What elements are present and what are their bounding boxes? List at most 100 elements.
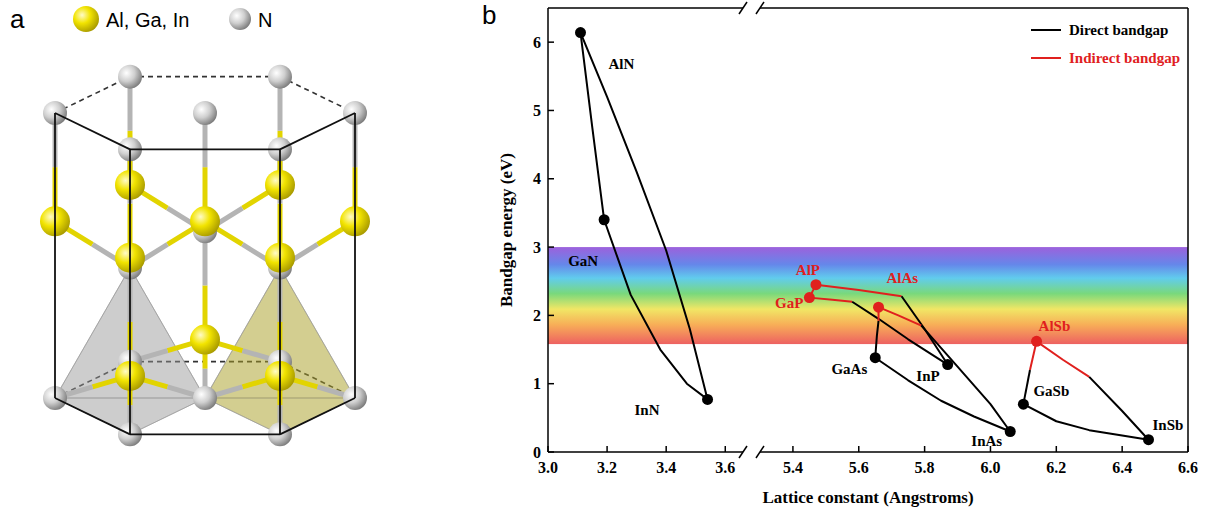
legend-label: Indirect bandgap [1069, 50, 1180, 66]
axis-break-mark [756, 446, 764, 458]
x-tick [547, 446, 549, 452]
x-tick-label: 5.4 [783, 459, 803, 476]
compound-point [810, 279, 821, 290]
x-axis-title: Lattice constant (Angstroms) [762, 488, 973, 507]
alloy-curve [581, 33, 708, 400]
compound-point [1143, 434, 1154, 445]
alloy-curve [879, 307, 922, 325]
point-labels: AlNGaNInNGaPAlPAlAsGaAsInPInAsAlSbGaSbIn… [568, 56, 1183, 449]
x-axis-line [548, 451, 743, 453]
tetrahedron-face [55, 268, 130, 435]
top-frame-line [548, 7, 743, 9]
compound-point [804, 292, 815, 303]
alloy-curve [875, 321, 878, 358]
legend-label: Direct bandgap [1069, 22, 1168, 38]
legend-swatch [1031, 29, 1061, 31]
y-tick-label: 3 [533, 239, 541, 256]
x-tick-label: 3.6 [715, 459, 735, 476]
right-frame-line [1187, 8, 1189, 452]
nitrogen-atom [193, 386, 217, 410]
compound-point [1031, 336, 1042, 347]
compound-label: GaAs [831, 361, 867, 377]
x-tick-label: 6.2 [1046, 459, 1066, 476]
compound-label: AlP [796, 262, 820, 278]
compound-label: AlAs [887, 270, 919, 286]
tetrahedron-face [205, 268, 280, 435]
y-tick [548, 178, 554, 180]
alloy-curve [852, 302, 947, 365]
x-tick-label: 6.6 [1178, 459, 1198, 476]
y-tick [548, 451, 554, 453]
compound-point [942, 359, 953, 370]
cell-frame-front [55, 113, 355, 434]
y-axis-line [547, 8, 549, 452]
compound-label: AlSb [1039, 318, 1071, 334]
y-tick-label: 1 [533, 375, 541, 392]
cell-edge [130, 433, 280, 435]
cell-edge [280, 398, 355, 434]
plot-marks [575, 27, 713, 405]
visible-spectrum-band [548, 247, 1188, 344]
alloy-curve [816, 285, 902, 297]
cell-edge [280, 113, 355, 149]
figure: a Al, Ga, In Nb 3.0 3.2 3.4 3.6 0 1 2 3 4 5 6 Bandgap … [0, 0, 1211, 514]
metal-atom [190, 325, 220, 355]
tetrahedron-face [280, 268, 355, 435]
bonds [55, 77, 355, 435]
nitrogen-atom [193, 101, 217, 125]
compound-point [575, 27, 586, 38]
alloy-curve [604, 220, 707, 400]
cell-edge [130, 76, 280, 78]
panel-b: b 3.0 3.2 3.4 3.6 0 1 2 3 4 5 6 Bandgap energy (eV) 5… [482, 0, 1198, 507]
x-tick [1187, 446, 1189, 452]
panel-letter: a [10, 4, 25, 34]
legend-swatch [1031, 57, 1061, 59]
legend-label: N [258, 9, 272, 31]
cell-edge [354, 113, 356, 398]
compound-label: GaP [775, 295, 803, 311]
compound-label: GaSb [1033, 383, 1069, 399]
axis-break-mark [739, 2, 747, 14]
alloy-curve [1037, 341, 1090, 377]
compound-point [1005, 426, 1016, 437]
compound-label: AlN [609, 56, 635, 72]
y-tick-label: 5 [533, 102, 541, 119]
x-tick [1056, 446, 1058, 452]
y-tick [548, 110, 554, 112]
legend-swatch [229, 8, 251, 30]
legend-label: Al, Ga, In [106, 9, 189, 31]
panel-letter: b [482, 0, 496, 30]
x-tick-label: 5.6 [849, 459, 869, 476]
x-tick [858, 446, 860, 452]
compound-label: InSb [1152, 417, 1183, 433]
top-frame-line [760, 7, 1188, 9]
compound-point [873, 302, 884, 313]
cell-edge [54, 113, 56, 398]
x-axis-line [760, 451, 1188, 453]
y-tick-label: 2 [533, 307, 541, 324]
y-axis-title: Bandgap energy (eV) [497, 153, 516, 307]
alloy-curve [875, 358, 1010, 432]
x-tick-label: 6.0 [980, 459, 1000, 476]
x-tick-label: 3.2 [597, 459, 617, 476]
y-tick-label: 4 [533, 170, 541, 187]
x-tick [665, 446, 667, 452]
x-tick-label: 3.4 [656, 459, 676, 476]
x-tick-label: 3.0 [538, 459, 558, 476]
alloy-curve [1023, 404, 1148, 440]
cell-edge [55, 398, 130, 434]
cell-edge [129, 149, 131, 434]
compound-label: InP [916, 368, 939, 384]
compound-label: InAs [971, 433, 1002, 449]
x-tick [1121, 446, 1123, 452]
alloy-curve [1089, 377, 1148, 440]
axis-break-mark [756, 2, 764, 14]
x-tick [924, 446, 926, 452]
axis-frame [548, 2, 747, 458]
y-tick-label: 0 [533, 444, 541, 461]
cell-edge [55, 113, 130, 149]
y-tick [548, 315, 554, 317]
y-tick-label: 6 [533, 34, 541, 51]
y-tick [548, 41, 554, 43]
nitrogen-atom [268, 65, 292, 89]
